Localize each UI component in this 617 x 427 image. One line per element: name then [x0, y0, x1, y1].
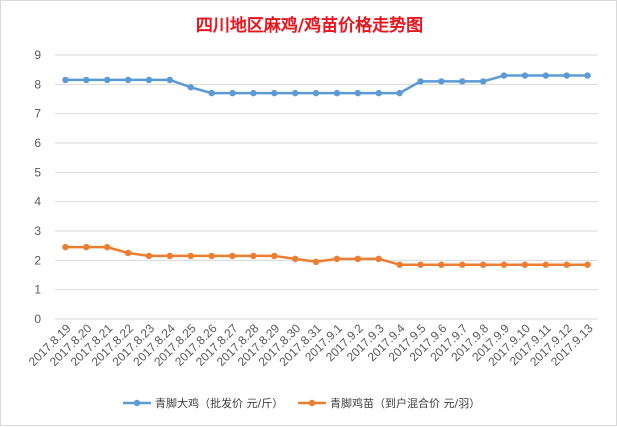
data-point: [83, 76, 90, 84]
data-point: [584, 261, 591, 268]
series-line: [65, 74, 588, 95]
data-point: [542, 72, 549, 79]
y-tick-label: 9: [34, 48, 41, 62]
data-point: [479, 78, 487, 85]
data-point: [145, 252, 153, 260]
y-tick-label: 5: [34, 165, 41, 179]
data-point: [271, 252, 278, 260]
data-point: [354, 255, 362, 263]
data-point: [312, 258, 320, 265]
gridlines: [55, 54, 598, 320]
data-point: [521, 261, 529, 268]
data-point: [417, 78, 424, 85]
legend: 青脚大鸡（批发价 元/斤） 青脚鸡苗（到户混合价 元/羽）: [123, 396, 480, 410]
data-point: [83, 243, 90, 251]
data-point: [438, 78, 445, 85]
data-point: [584, 72, 591, 79]
data-point: [417, 261, 424, 268]
y-tick-label: 6: [34, 136, 41, 150]
data-point: [166, 252, 174, 260]
data-point: [124, 249, 132, 257]
data-point: [375, 89, 382, 97]
data-point: [271, 89, 278, 97]
data-point: [479, 261, 487, 268]
data-point: [208, 252, 215, 260]
data-point: [104, 76, 111, 84]
series-2: [62, 243, 591, 268]
data-point: [563, 72, 570, 79]
data-point: [62, 76, 69, 84]
y-axis-ticks: 0 1 2 3 4 5 6 7 8 9: [34, 48, 41, 326]
data-point: [187, 252, 194, 260]
chart-title: 四川地区麻鸡/鸡苗价格走势图: [195, 16, 424, 36]
data-point: [333, 89, 341, 97]
data-point: [250, 89, 257, 97]
y-tick-label: 8: [34, 77, 41, 91]
data-point: [312, 89, 320, 97]
data-point: [375, 255, 382, 263]
data-point: [396, 89, 403, 97]
data-point: [104, 243, 111, 251]
data-point: [500, 261, 508, 268]
legend-item: 青脚鸡苗（到户混合价 元/羽）: [298, 396, 480, 410]
series-line: [65, 245, 588, 266]
y-tick-label: 0: [34, 312, 41, 326]
y-tick-label: 7: [34, 107, 41, 121]
y-tick-label: 2: [34, 253, 41, 267]
data-point: [62, 243, 69, 251]
data-point: [563, 261, 570, 268]
data-point: [500, 72, 508, 79]
legend-label: 青脚鸡苗（到户混合价 元/羽）: [330, 396, 480, 410]
data-point: [459, 261, 466, 268]
y-tick-label: 3: [34, 224, 41, 238]
data-point: [354, 89, 362, 97]
data-point: [291, 89, 299, 97]
data-point: [145, 76, 153, 84]
data-point: [229, 89, 236, 97]
data-point: [521, 72, 529, 79]
y-tick-label: 4: [34, 195, 41, 209]
legend-item: 青脚大鸡（批发价 元/斤）: [123, 396, 283, 410]
legend-label: 青脚大鸡（批发价 元/斤）: [155, 396, 283, 410]
series-1: [62, 72, 591, 97]
data-point: [291, 255, 299, 263]
data-point: [187, 84, 194, 91]
data-point: [333, 255, 341, 263]
data-point: [250, 252, 257, 260]
x-axis-ticks: 2017.8.192017.8.202017.8.212017.8.222017…: [26, 321, 596, 369]
series-lines: [62, 72, 591, 268]
data-point: [542, 261, 549, 268]
data-point: [229, 252, 236, 260]
legend-swatch-marker: [308, 399, 316, 407]
y-tick-label: 1: [34, 283, 41, 297]
data-point: [438, 261, 445, 268]
data-point: [396, 261, 403, 268]
data-point: [459, 78, 466, 85]
data-point: [208, 89, 215, 97]
data-point: [166, 76, 174, 84]
legend-swatch-marker: [133, 399, 141, 407]
data-point: [124, 76, 132, 84]
